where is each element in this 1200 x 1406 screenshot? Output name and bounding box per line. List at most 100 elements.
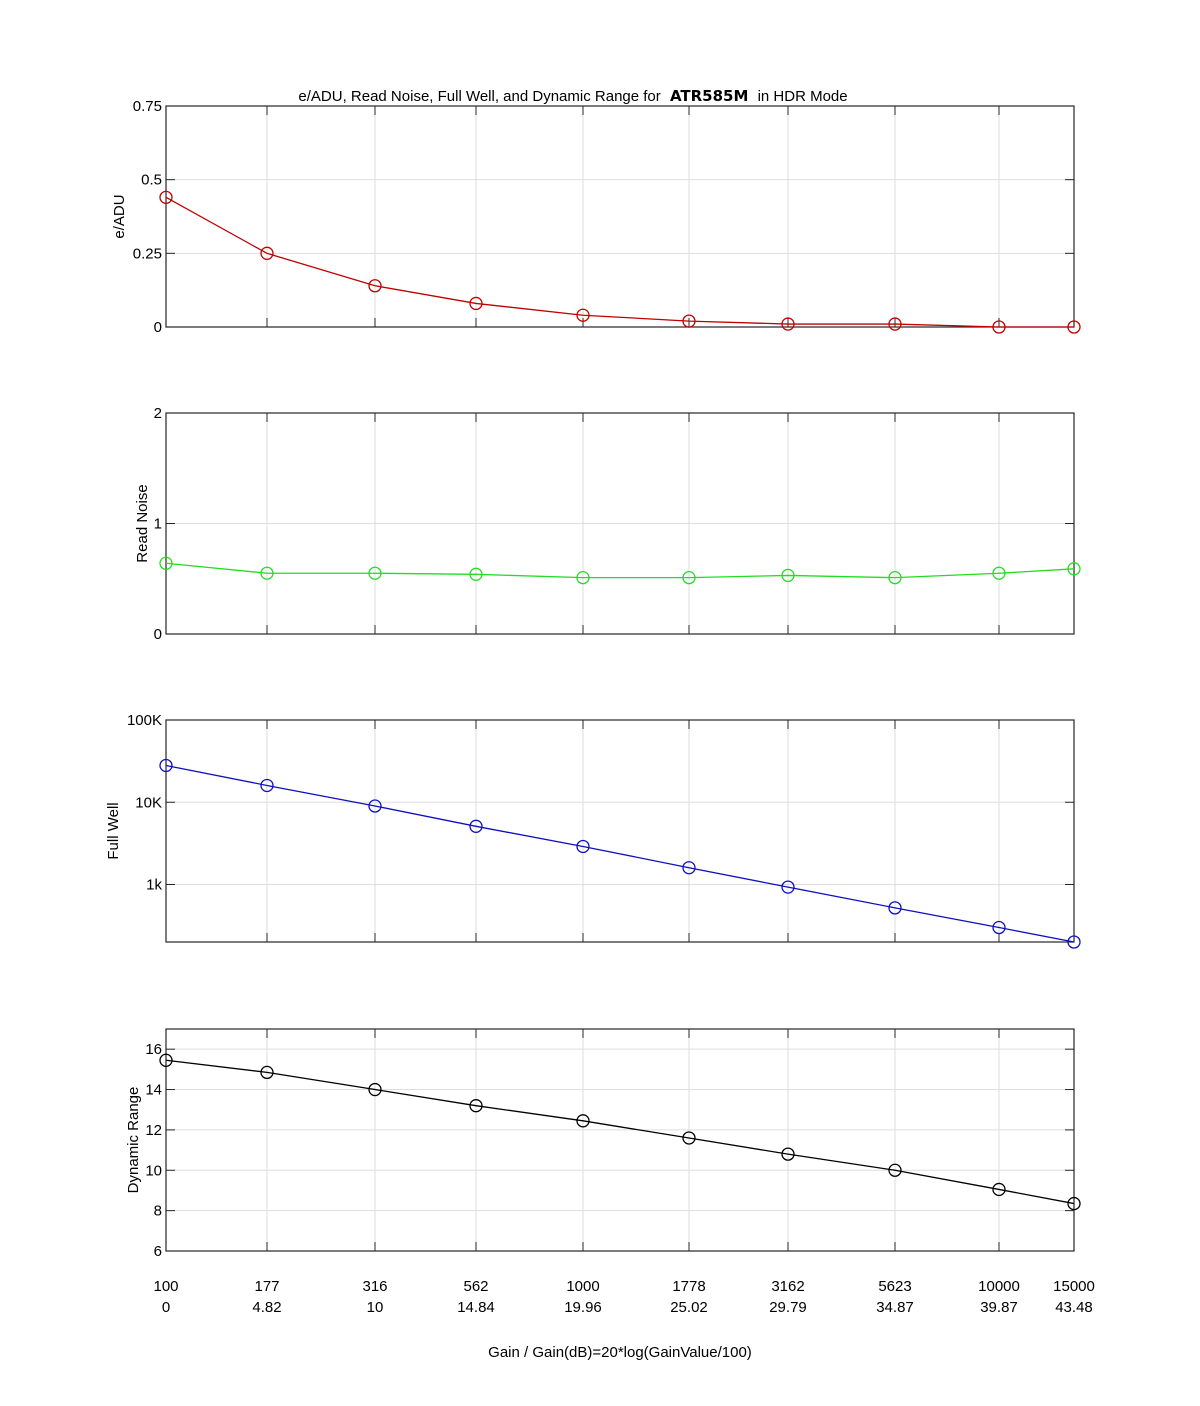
y-tick-label: 0.75 xyxy=(133,98,162,115)
panel-frame xyxy=(165,1028,1075,1252)
x-tick-label-db: 43.48 xyxy=(1055,1299,1093,1316)
y-tick-label: 2 xyxy=(154,405,162,422)
y-axis-label-eadu: e/ADU xyxy=(111,194,128,238)
data-point-fullwell xyxy=(576,839,590,854)
figure-title-prefix: e/ADU, Read Noise, Full Well, and Dynami… xyxy=(298,88,660,105)
x-tick-label-db: 14.84 xyxy=(457,1299,495,1316)
y-tick-label: 0.5 xyxy=(141,172,162,189)
data-point-readnoise xyxy=(992,566,1006,580)
x-tick-label-db: 39.87 xyxy=(980,1299,1018,1316)
x-tick-label-gain: 100 xyxy=(153,1278,178,1295)
data-point-readnoise xyxy=(469,567,483,581)
data-point-dynamicrange xyxy=(260,1065,274,1080)
data-point-fullwell xyxy=(469,819,483,833)
x-tick-label-gain: 316 xyxy=(362,1278,387,1295)
data-point-eadu xyxy=(368,279,382,293)
data-point-fullwell xyxy=(368,799,382,813)
data-point-eadu xyxy=(1067,320,1081,334)
data-point-fullwell xyxy=(682,861,696,875)
data-point-fullwell xyxy=(888,901,902,915)
data-point-dynamicrange xyxy=(159,1053,173,1067)
data-point-readnoise xyxy=(781,568,795,583)
x-tick-label-db: 10 xyxy=(367,1299,384,1316)
panel-dynamicrange: 6 8 10 12 14 16 Dynamic Range xyxy=(125,1028,1081,1260)
y-tick-label: 1k xyxy=(146,877,162,894)
data-point-dynamicrange xyxy=(888,1163,902,1177)
x-tick-label-gain: 10000 xyxy=(978,1278,1020,1295)
series-line-dynamicrange xyxy=(165,1059,1075,1205)
panel-eadu: 0 0.25 0.5 0.75 e/ADU xyxy=(111,98,1081,336)
x-tick-label-gain: 3162 xyxy=(771,1278,804,1295)
series-line-readnoise xyxy=(165,562,1075,579)
data-point-dynamicrange xyxy=(781,1147,795,1161)
y-tick-label: 14 xyxy=(145,1082,162,1099)
x-tick-label-db: 19.96 xyxy=(564,1299,602,1316)
data-point-eadu xyxy=(781,317,795,331)
x-tick-label-gain: 1000 xyxy=(566,1278,599,1295)
data-point-dynamicrange xyxy=(992,1182,1006,1197)
data-point-fullwell xyxy=(992,920,1006,935)
data-point-dynamicrange xyxy=(682,1131,696,1145)
x-tick-label-gain: 15000 xyxy=(1053,1278,1095,1295)
y-tick-label: 0 xyxy=(154,319,162,336)
x-tick-label-gain: 1778 xyxy=(672,1278,705,1295)
figure-title-suffix: in HDR Mode xyxy=(758,88,848,105)
data-point-readnoise xyxy=(576,570,590,585)
y-tick-label: 10 xyxy=(145,1162,162,1179)
x-tick-label-db: 34.87 xyxy=(876,1299,914,1316)
series-line-eadu xyxy=(165,196,1074,328)
y-tick-label: 12 xyxy=(145,1122,162,1139)
y-axis-label-readnoise: Read Noise xyxy=(134,484,151,562)
y-axis-label-dynamicrange: Dynamic Range xyxy=(125,1087,142,1194)
data-point-eadu xyxy=(992,320,1006,334)
data-point-readnoise xyxy=(368,566,382,580)
panel-readnoise: 0 1 2 Read Noise xyxy=(134,405,1081,643)
panel-frame xyxy=(165,105,1075,328)
y-tick-label: 6 xyxy=(154,1243,162,1260)
y-tick-label: 1 xyxy=(154,516,162,533)
x-tick-label-db: 4.82 xyxy=(252,1299,281,1316)
y-tick-label: 100K xyxy=(127,712,162,729)
data-point-dynamicrange xyxy=(576,1114,590,1128)
figure-title: e/ADU, Read Noise, Full Well, and Dynami… xyxy=(298,87,847,105)
y-tick-label: 16 xyxy=(145,1041,162,1058)
data-point-readnoise xyxy=(159,556,173,570)
data-point-eadu xyxy=(576,308,590,322)
data-point-dynamicrange xyxy=(469,1099,483,1113)
x-tick-label-db: 29.79 xyxy=(769,1299,807,1316)
data-point-readnoise xyxy=(1067,562,1081,576)
data-point-readnoise xyxy=(260,566,274,580)
data-point-eadu xyxy=(682,314,696,328)
data-point-fullwell xyxy=(781,880,795,894)
x-tick-label-gain: 5623 xyxy=(878,1278,911,1295)
data-point-eadu xyxy=(159,190,173,204)
data-point-fullwell xyxy=(159,758,173,773)
figure-title-model: ATR585M xyxy=(670,87,748,105)
y-axis-label-fullwell: Full Well xyxy=(105,802,122,859)
data-point-eadu xyxy=(888,317,902,331)
data-point-eadu xyxy=(469,296,483,311)
x-tick-label-gain: 562 xyxy=(463,1278,488,1295)
data-point-dynamicrange xyxy=(368,1082,382,1097)
series-line-fullwell xyxy=(165,764,1075,943)
x-axis-label: Gain / Gain(dB)=20*log(GainValue/100) xyxy=(488,1344,752,1361)
data-point-fullwell xyxy=(260,778,274,793)
y-tick-label: 0.25 xyxy=(133,245,162,262)
data-point-readnoise xyxy=(888,570,902,585)
x-tick-label-gain: 177 xyxy=(254,1278,279,1295)
panel-frame xyxy=(165,719,1075,943)
x-tick-labels: 100 177 316 562 1000 1778 3162 5623 10000 15000 0 4… xyxy=(153,1278,1094,1316)
y-tick-label: 0 xyxy=(154,626,162,643)
data-point-dynamicrange xyxy=(1067,1196,1081,1211)
y-tick-label: 8 xyxy=(154,1203,162,1220)
data-point-eadu xyxy=(260,246,274,260)
panel-fullwell: 1k 10K 100K Full Well xyxy=(105,712,1081,949)
y-tick-label: 10K xyxy=(135,794,162,811)
data-point-fullwell xyxy=(1067,935,1081,949)
x-tick-label-db: 0 xyxy=(162,1299,170,1316)
x-tick-label-db: 25.02 xyxy=(670,1299,708,1316)
data-point-readnoise xyxy=(682,570,696,585)
